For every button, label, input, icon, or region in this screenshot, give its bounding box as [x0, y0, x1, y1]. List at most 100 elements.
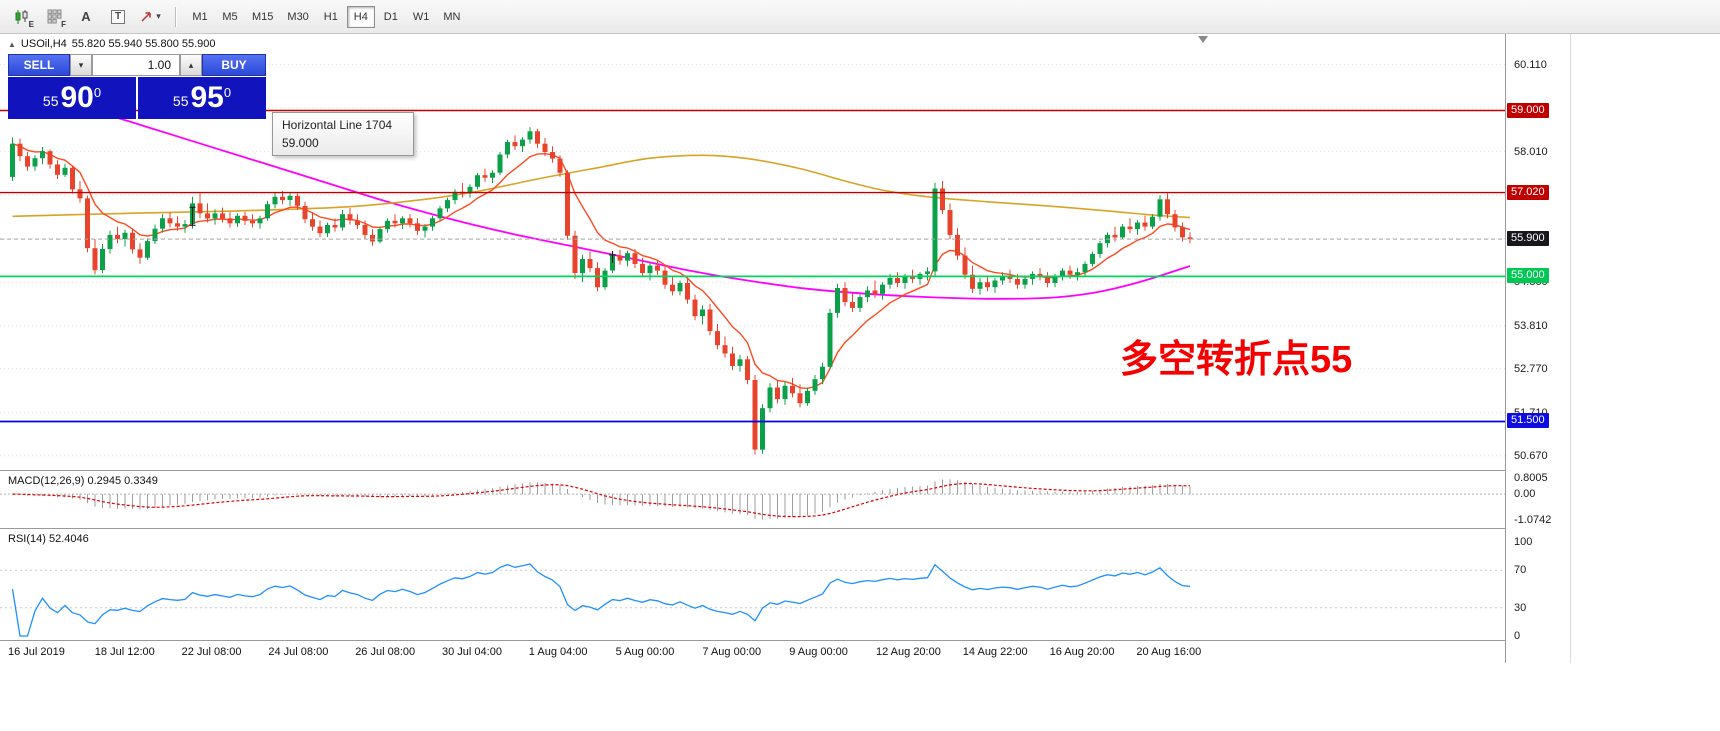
rsi-axis-label: 70: [1514, 564, 1527, 577]
price-scale[interactable]: 60.11059.06058.01056.96055.91054.86053.8…: [1505, 34, 1570, 663]
time-axis-label: 14 Aug 22:00: [962, 646, 1028, 658]
textbox-tool-button[interactable]: T: [103, 5, 133, 29]
time-axis-label: 12 Aug 20:00: [876, 646, 941, 658]
trade-panel-controls: SELL ▾ ▴ BUY: [8, 54, 266, 76]
tool-badge-label: F: [61, 19, 66, 29]
time-axis[interactable]: 16 Jul 2019 18 Jul 12:00 22 Jul 08:00 24 Ju…: [0, 641, 1505, 663]
grid-button[interactable]: F: [39, 5, 69, 29]
time-axis-label: 5 Aug 00:00: [615, 646, 675, 658]
rsi-axis-label: 0: [1514, 630, 1521, 642]
trade-panel-quotes: 55 90 0 55 95 0: [8, 77, 266, 119]
tooltip-value: 59.000: [282, 136, 319, 150]
buy-button[interactable]: BUY: [202, 54, 266, 76]
price-badge: 59.000: [1507, 102, 1549, 118]
macd-label: MACD(12,26,9) 0.2945 0.3349: [8, 475, 158, 487]
main-chart-canvas[interactable]: [0, 34, 1505, 471]
rsi-canvas[interactable]: [0, 529, 1505, 640]
sell-price-big: 90: [60, 81, 94, 114]
tab-timeframe-H4[interactable]: H4: [346, 5, 375, 28]
buy-price-button[interactable]: 55 95 0: [138, 77, 266, 119]
ohlc-values: 55.820 55.940 55.800 55.900: [71, 38, 216, 50]
tab-timeframe-M1[interactable]: M1: [192, 10, 208, 23]
rsi-label: RSI(14) 52.4046: [8, 533, 89, 545]
chevron-down-icon: ▾: [78, 59, 84, 70]
price-badge: 51.500: [1507, 413, 1549, 429]
tab-timeframe-M30[interactable]: M30: [287, 10, 309, 23]
price-scale-label: 58.010: [1514, 145, 1548, 158]
price-badge: 55.900: [1507, 231, 1549, 247]
one-click-trade-panel: SELL ▾ ▴ BUY 55 90 0 55 95 0: [8, 54, 266, 119]
object-tooltip: Horizontal Line 1704 59.000: [272, 112, 414, 156]
grid-icon: [47, 9, 62, 24]
time-axis-label: 20 Aug 16:00: [1136, 646, 1202, 658]
timeframe-group: M1 M5 M15 M30 H1 H4 D1 W1 MN: [185, 5, 467, 28]
symbol-label: USOil,H4: [20, 38, 67, 50]
rsi-axis-label: 30: [1514, 601, 1527, 614]
tab-timeframe-D1[interactable]: D1: [383, 10, 398, 23]
time-axis-label: 24 Jul 08:00: [268, 646, 329, 658]
macd-canvas[interactable]: [0, 471, 1505, 528]
tab-timeframe-H1[interactable]: H1: [323, 10, 338, 23]
drawing-tools-group: E F A T ▾: [6, 5, 166, 29]
buy-price-sup: 0: [223, 84, 232, 100]
tooltip-title: Horizontal Line 1704: [282, 118, 393, 132]
symbol-ohlc-line: ▲ USOil,H4 55.820 55.940 55.800 55.900: [8, 38, 216, 50]
text-icon: A: [81, 9, 91, 24]
main-chart-panel: ▲ USOil,H4 55.820 55.940 55.800 55.900 S…: [0, 34, 1505, 471]
chart-annotation-text[interactable]: 多空转折点55: [1120, 339, 1353, 381]
price-scale-label: 53.810: [1514, 319, 1548, 332]
buy-price-big: 95: [190, 81, 224, 114]
buy-price-prefix: 55: [172, 93, 189, 109]
text-tool-button[interactable]: A: [71, 5, 101, 29]
volume-increase-button[interactable]: ▴: [180, 54, 202, 76]
panel-divider[interactable]: [0, 640, 1570, 641]
toolbar: E F A T ▾ M1 M5 M15 M30 H1 H4 D1 W1 MN: [0, 0, 1720, 34]
window-edge: [1570, 34, 1571, 663]
tool-badge-label: E: [28, 19, 34, 29]
chevron-up-icon: ▴: [188, 59, 194, 70]
price-scale-label: 50.670: [1514, 449, 1548, 462]
arrow-icon: [141, 12, 151, 22]
sell-price-button[interactable]: 55 90 0: [8, 77, 136, 119]
price-badge: 55.000: [1507, 268, 1549, 284]
time-axis-label: 26 Jul 08:00: [355, 646, 416, 658]
macd-axis-label: 0.00: [1514, 488, 1536, 501]
time-axis-label: 9 Aug 00:00: [789, 646, 848, 658]
macd-axis-label: 0.8005: [1514, 472, 1548, 484]
one-click-toggle-icon[interactable]: ▲: [8, 39, 16, 49]
time-axis-label: 22 Jul 08:00: [181, 646, 242, 658]
tab-timeframe-MN[interactable]: MN: [443, 10, 461, 23]
candlestick-chart-icon: [15, 9, 28, 24]
arrows-tool-button[interactable]: ▾: [135, 5, 165, 29]
time-axis-label: 30 Jul 04:00: [442, 646, 502, 658]
time-axis-label: 16 Aug 20:00: [1049, 646, 1115, 658]
time-axis-label: 7 Aug 00:00: [702, 646, 762, 658]
chevron-down-icon: ▾: [156, 11, 161, 21]
price-badge: 57.020: [1507, 184, 1549, 200]
textbox-icon: T: [110, 9, 126, 24]
chart-shift-marker-icon[interactable]: [1198, 36, 1208, 43]
time-axis-label: 18 Jul 12:00: [94, 646, 155, 658]
sell-price-sup: 0: [93, 84, 102, 100]
rsi-axis-label: 100: [1514, 536, 1533, 548]
sell-button[interactable]: SELL: [8, 54, 70, 76]
panel-divider[interactable]: [0, 528, 1570, 529]
chart-type-button[interactable]: E: [7, 5, 37, 29]
tab-timeframe-M5[interactable]: M5: [222, 10, 238, 23]
rsi-panel: RSI(14) 52.4046: [0, 529, 1505, 640]
macd-axis-label: -1.0742: [1514, 514, 1552, 526]
volume-decrease-button[interactable]: ▾: [70, 54, 92, 76]
panel-divider[interactable]: [0, 470, 1570, 471]
sell-price-prefix: 55: [42, 93, 59, 109]
volume-input[interactable]: [92, 54, 180, 76]
tab-timeframe-W1[interactable]: W1: [412, 10, 430, 23]
time-axis-label: 1 Aug 04:00: [528, 646, 588, 658]
window-empty-area: [1571, 34, 1720, 731]
tab-timeframe-M15[interactable]: M15: [252, 10, 274, 23]
toolbar-separator: [175, 6, 176, 27]
price-scale-label: 52.770: [1514, 362, 1548, 375]
macd-panel: MACD(12,26,9) 0.2945 0.3349: [0, 471, 1505, 528]
price-scale-label: 60.110: [1514, 58, 1547, 71]
time-axis-label: 16 Jul 2019: [8, 646, 65, 658]
